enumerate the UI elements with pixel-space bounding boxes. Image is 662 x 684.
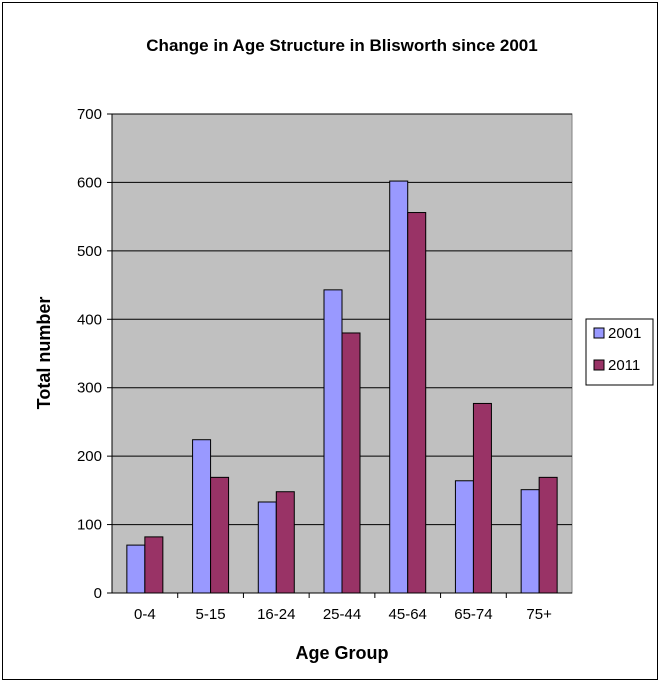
bar-2001-16-24 [257,501,277,594]
bar-2001-0-4 [126,544,146,594]
bar-2011-16-24 [275,491,295,594]
y-tick-label: 400 [77,311,102,328]
chart-svg: Change in Age Structure in Blisworth sin… [34,36,654,663]
bar-2001-25-44 [323,289,343,594]
gridlines [112,113,572,526]
bar-2011-0-4 [144,536,164,594]
x-tick-label: 65-74 [454,606,492,623]
y-tick-label: 300 [77,380,102,397]
bar-2011-75+ [538,476,558,594]
bar-2001-5-15 [192,439,212,594]
y-tick-label: 200 [77,448,102,465]
y-tick-label: 700 [77,106,102,123]
legend-label-2001: 2001 [608,325,641,342]
bar-2001-45-64 [389,180,409,594]
x-ticks: 0-4 5-15 16-24 25-44 45-64 65-74 75+ [134,593,552,623]
bars [126,180,558,594]
x-tick-label: 25-44 [323,606,361,623]
legend-swatch-2001 [593,327,605,339]
bar-2011-65-74 [472,402,492,594]
x-tick-label: 75+ [526,606,552,623]
x-axis-label: Age Group [296,643,389,663]
legend: 2001 2011 [585,318,654,386]
bar-2011-45-64 [407,212,427,594]
bar-2011-25-44 [341,332,361,594]
y-tick-label: 500 [77,243,102,260]
y-axis-label: Total number [34,297,54,410]
y-tick-label: 100 [77,517,102,534]
x-tick-label: 16-24 [257,606,295,623]
y-tick-label: 600 [77,174,102,191]
x-tick-label: 45-64 [389,606,427,623]
legend-swatch-2011 [593,359,605,371]
chart-title: Change in Age Structure in Blisworth sin… [146,36,537,55]
y-ticks: 0 100 200 300 400 500 600 700 [77,106,112,602]
y-tick-label: 0 [94,585,102,602]
x-tick-label: 0-4 [134,606,156,623]
bar-2011-5-15 [210,476,230,594]
x-tick-label: 5-15 [196,606,226,623]
bar-2001-65-74 [454,480,474,594]
bar-2001-75+ [520,489,540,594]
axes [111,114,572,594]
legend-label-2011: 2011 [608,357,640,374]
